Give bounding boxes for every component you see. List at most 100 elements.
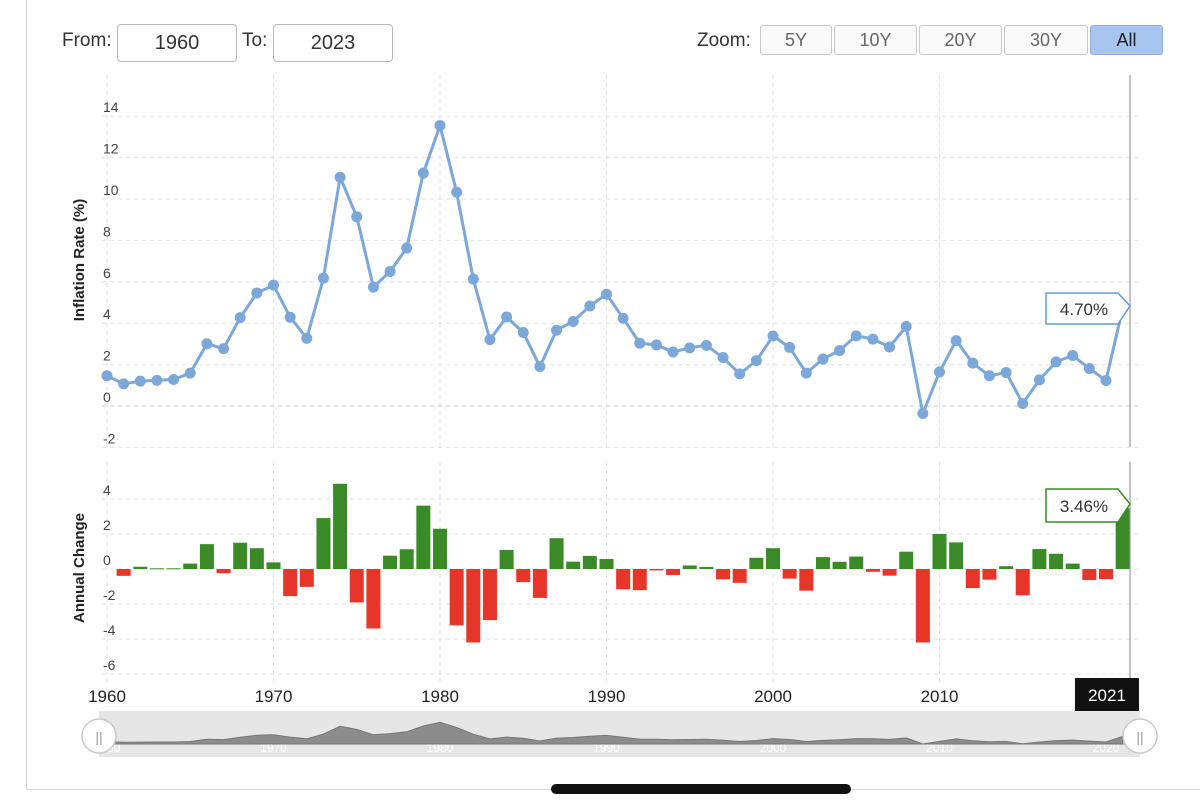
x-axis-tick-label: 1960 bbox=[88, 687, 126, 706]
annual-change-bar bbox=[116, 569, 131, 576]
navigator-series-area bbox=[106, 721, 1124, 745]
navigator-left-handle[interactable]: || bbox=[81, 718, 117, 754]
line-chart-yticks: -2 0 2 4 6 8 10 12 14 bbox=[103, 99, 119, 446]
navigator-right-handle[interactable]: || bbox=[1122, 718, 1158, 754]
annual-change-bar bbox=[632, 569, 647, 591]
annual-change-bar bbox=[549, 538, 564, 569]
crosshair-year-label: 2021 bbox=[1088, 686, 1126, 705]
zoom-10y-button[interactable]: 10Y bbox=[834, 25, 917, 55]
annual-change-bar bbox=[499, 549, 514, 569]
line-chart-ytick-label: 10 bbox=[103, 182, 119, 198]
annual-change-bar bbox=[832, 561, 847, 569]
annual-change-bar bbox=[233, 542, 248, 569]
frame-border-left bbox=[26, 0, 27, 790]
annual-change-bar bbox=[882, 569, 897, 576]
bar-chart-ytick-label: -2 bbox=[103, 587, 116, 603]
inflation-rate-point bbox=[367, 281, 379, 293]
inflation-rate-point bbox=[734, 368, 746, 380]
inflation-rate-point bbox=[700, 339, 712, 351]
annual-change-bar bbox=[532, 569, 547, 598]
inflation-rate-point bbox=[584, 300, 596, 312]
bar-chart-ylabel: Annual Change bbox=[71, 513, 88, 623]
annual-change-bar bbox=[166, 568, 181, 570]
line-tooltip: 4.70% bbox=[1045, 292, 1131, 325]
inflation-rate-point bbox=[967, 357, 979, 369]
annual-change-bars bbox=[116, 483, 1130, 643]
inflation-rate-point bbox=[551, 324, 563, 336]
from-year-input[interactable]: 1960 bbox=[117, 24, 237, 62]
annual-change-bar bbox=[616, 569, 631, 590]
inflation-rate-point bbox=[417, 167, 429, 179]
annual-change-bar bbox=[699, 566, 714, 569]
line-chart-ytick-label: 6 bbox=[103, 265, 111, 281]
annual-change-bar bbox=[965, 569, 980, 589]
zoom-label: Zoom: bbox=[697, 30, 751, 51]
inflation-rate-point bbox=[501, 311, 513, 323]
inflation-rate-point bbox=[484, 334, 496, 346]
annual-change-bar bbox=[732, 569, 747, 583]
annual-change-bar bbox=[199, 544, 214, 569]
annual-change-bar bbox=[216, 569, 231, 574]
annual-change-bar bbox=[982, 569, 997, 580]
x-axis-tick-label: 2000 bbox=[754, 687, 792, 706]
inflation-rate-point bbox=[134, 375, 146, 387]
annual-change-bar bbox=[1082, 569, 1097, 581]
annual-change-bar bbox=[333, 483, 348, 569]
line-chart-ytick-label: 14 bbox=[103, 99, 119, 115]
inflation-rate-point bbox=[784, 341, 796, 353]
inflation-rate-line bbox=[106, 120, 1125, 419]
zoom-all-button[interactable]: All bbox=[1090, 25, 1163, 55]
line-chart-ytick-label: 2 bbox=[103, 348, 111, 364]
annual-change-bar bbox=[815, 557, 830, 569]
inflation-rate-point bbox=[234, 312, 246, 324]
zoom-30y-button[interactable]: 30Y bbox=[1004, 25, 1088, 55]
annual-change-bar bbox=[149, 568, 164, 570]
annual-change-bar bbox=[516, 569, 531, 583]
annual-change-bar bbox=[482, 569, 497, 621]
navigator-right-handle-circle[interactable] bbox=[1122, 718, 1158, 754]
inflation-rate-point bbox=[684, 342, 696, 354]
bar-chart-ytick-label: 2 bbox=[103, 517, 111, 533]
inflation-rate-point bbox=[1033, 374, 1045, 386]
annual-change-bar bbox=[1099, 569, 1113, 580]
bar-tooltip: 3.46% bbox=[1045, 488, 1131, 523]
zoom-20y-button[interactable]: 20Y bbox=[919, 25, 1002, 55]
inflation-rate-point bbox=[184, 367, 196, 379]
zoom-5y-button[interactable]: 5Y bbox=[760, 25, 832, 55]
to-year-input[interactable]: 2023 bbox=[273, 24, 393, 62]
inflation-rate-point bbox=[867, 333, 879, 345]
x-axis-tick-label: 2010 bbox=[921, 687, 959, 706]
line-tooltip-value: 4.70% bbox=[1060, 300, 1108, 319]
inflation-rate-point bbox=[667, 346, 679, 358]
inflation-rate-point bbox=[750, 355, 762, 367]
navigator-left-handle-circle[interactable] bbox=[81, 718, 117, 754]
annual-change-bar bbox=[649, 569, 664, 571]
annual-change-bar bbox=[183, 563, 198, 569]
annual-change-bar bbox=[749, 557, 764, 569]
annual-change-bar bbox=[449, 569, 464, 626]
inflation-rate-point bbox=[451, 186, 463, 198]
inflation-rate-point bbox=[301, 332, 313, 344]
inflation-rate-point bbox=[567, 316, 579, 328]
x-axis-tick-label: 1970 bbox=[255, 687, 293, 706]
inflation-rate-point bbox=[1083, 363, 1095, 375]
annual-change-bar bbox=[949, 542, 964, 569]
line-chart-grid bbox=[102, 75, 1138, 448]
annual-change-bar bbox=[1049, 553, 1064, 569]
annual-change-bar bbox=[682, 565, 697, 569]
annual-change-bar bbox=[283, 569, 298, 597]
annual-change-bar bbox=[349, 569, 364, 603]
inflation-rate-point bbox=[850, 330, 862, 342]
line-chart-ytick-label: 4 bbox=[103, 306, 111, 322]
inflation-rate-point bbox=[317, 272, 329, 284]
annual-change-bar bbox=[999, 566, 1014, 569]
annual-change-bar bbox=[399, 549, 414, 569]
annual-change-bar bbox=[466, 569, 481, 643]
annual-change-bar bbox=[383, 555, 398, 569]
line-chart-ylabel: Inflation Rate (%) bbox=[71, 199, 88, 322]
inflation-rate-point bbox=[201, 338, 213, 350]
annual-change-bar bbox=[782, 569, 797, 579]
annual-change-bar bbox=[1015, 569, 1030, 596]
inflation-rate-point bbox=[1067, 349, 1079, 361]
inflation-rate-point bbox=[218, 343, 230, 355]
